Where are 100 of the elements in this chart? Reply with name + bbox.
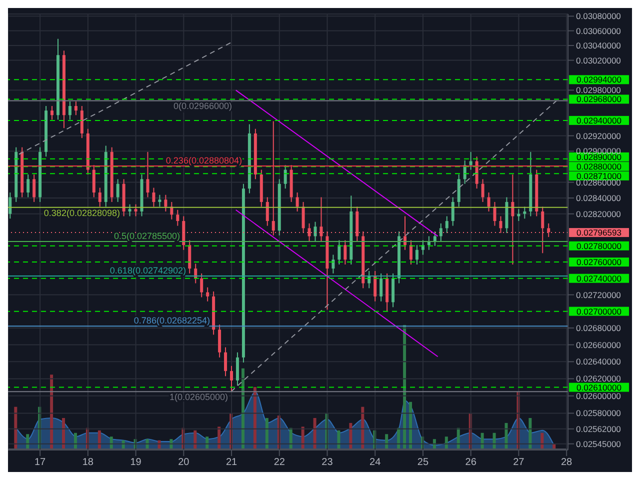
ref-line-label: 0.02940000 (576, 115, 622, 126)
bar (50, 374, 54, 449)
bar (62, 418, 66, 449)
candlestick (146, 151, 150, 198)
candlestick (314, 221, 317, 242)
bar (337, 430, 340, 449)
candlestick (8, 192, 12, 220)
candlestick (152, 187, 156, 208)
ref-line-label: 1(0.02605000) (169, 392, 228, 402)
candlestick (415, 244, 418, 265)
candlestick (200, 272, 204, 298)
ref-line-label: 0.02780000 (576, 240, 622, 251)
candlestick (206, 286, 210, 302)
ref-line-label: 0.02968000 (576, 94, 622, 104)
candlestick (98, 187, 102, 208)
x-tick-label: 19 (130, 457, 142, 468)
x-tick-label: 24 (370, 457, 382, 468)
ref-line-label: 0.02994000 (576, 74, 622, 85)
candlestick (74, 100, 78, 116)
candlestick (272, 120, 275, 236)
bar (98, 430, 101, 449)
candlestick (188, 240, 192, 274)
x-tick-label: 20 (178, 457, 190, 468)
y-tick-label: 0.03020000 (576, 55, 622, 66)
ref-line-label: 0.5(0.02785500) (114, 230, 180, 241)
candlestick (158, 194, 162, 208)
y-tick-label: 0.03040000 (576, 40, 622, 50)
bar (26, 434, 30, 449)
candlestick (266, 196, 269, 226)
candlestick (92, 164, 96, 198)
y-tick-label: 0.02640000 (576, 356, 622, 367)
ref-line-label: 0.02871000 (576, 170, 622, 181)
y-tick-label: 0.02840000 (576, 193, 622, 204)
bar (301, 426, 304, 449)
candlestick (26, 174, 30, 198)
candlestick (296, 192, 299, 212)
candlestick (451, 196, 454, 226)
candlestick (134, 204, 138, 217)
candlestick (547, 222, 550, 238)
bar (313, 418, 316, 449)
candlestick (380, 272, 383, 302)
x-tick-label: 17 (34, 457, 46, 468)
bar (218, 426, 221, 449)
x-tick-label: 21 (226, 457, 238, 468)
bar (14, 406, 18, 449)
ref-line-label: 0.02610000 (576, 382, 622, 392)
candlestick (116, 178, 120, 202)
ref-line-label: 0.02880000 (576, 161, 622, 172)
x-tick-label: 22 (274, 457, 286, 468)
candlestick (511, 174, 514, 265)
candlestick (439, 222, 442, 242)
candlestick (499, 216, 502, 234)
ref-line-label: 0.382(0.02828098) (44, 208, 120, 218)
ref-line-label: 0.02700000 (576, 306, 622, 316)
candlestick (218, 324, 222, 358)
bar (253, 387, 256, 449)
bar (349, 422, 352, 449)
y-tick-label: 0.02562000 (576, 424, 622, 434)
x-tick-label: 27 (513, 457, 525, 468)
y-tick-label: 0.02980000 (576, 85, 622, 96)
candlestick (284, 164, 287, 190)
candlestick (386, 272, 389, 312)
candlestick (128, 204, 132, 217)
bar (492, 432, 496, 449)
candlestick (320, 196, 323, 242)
candlestick (230, 365, 233, 392)
ref-line-label: 0.786(0.02682254) (134, 316, 210, 326)
bar (540, 432, 544, 449)
candlestick (487, 192, 490, 212)
ref-line-label: 0.02740000 (576, 273, 622, 284)
candlestick (164, 194, 168, 212)
candlestick (80, 106, 84, 139)
candlestick (469, 151, 472, 170)
candlestick (176, 209, 180, 226)
bar (504, 422, 508, 449)
bar (74, 432, 77, 449)
y-tick-label: 0.02580000 (576, 408, 622, 418)
candlestick (338, 240, 341, 265)
ref-line-label: 0.02760000 (576, 257, 622, 268)
bar (409, 402, 412, 449)
y-tick-label: 0.02620000 (576, 374, 622, 384)
candlestick (224, 346, 228, 377)
bar (361, 406, 364, 449)
candlestick (32, 174, 36, 202)
y-tick-label: 0.02660000 (576, 340, 622, 350)
candlestick (404, 216, 406, 250)
y-tick-label: 0.02820000 (576, 208, 622, 219)
x-tick-label: 18 (82, 457, 94, 468)
candlestick (481, 178, 484, 202)
y-tick-label: 0.02600000 (576, 390, 622, 401)
ref-line-label: 0(0.02966000) (173, 101, 232, 112)
candlestick (50, 106, 54, 120)
bar (385, 434, 388, 449)
candlestick (392, 272, 395, 308)
candlestick (308, 222, 311, 242)
candlestick (68, 100, 72, 120)
x-tick-label: 28 (561, 457, 573, 468)
y-tick-label: 0.02920000 (576, 130, 622, 141)
candlestick (523, 206, 526, 220)
bar (403, 325, 406, 449)
